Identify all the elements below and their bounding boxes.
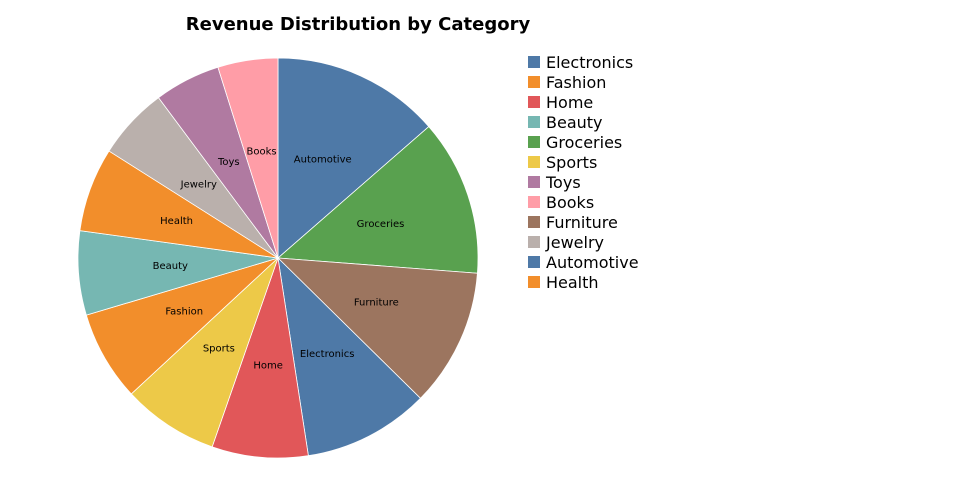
- legend-item-jewelry: Jewelry: [528, 232, 639, 252]
- slice-label-sports: Sports: [203, 343, 235, 354]
- pie-slice-furniture: [276, 257, 478, 399]
- legend-item-home: Home: [528, 92, 639, 112]
- legend-label: Jewelry: [546, 232, 604, 252]
- pie-slice-automotive: [277, 57, 430, 259]
- pie-slice-sports: [130, 257, 279, 448]
- legend-swatch: [528, 276, 540, 288]
- legend-item-electronics: Electronics: [528, 52, 639, 72]
- pie-slice-home: [211, 257, 309, 459]
- slice-label-health: Health: [160, 216, 193, 227]
- legend-swatch: [528, 56, 540, 68]
- legend-label: Health: [546, 272, 599, 292]
- legend-swatch: [528, 176, 540, 188]
- slice-label-fashion: Fashion: [165, 307, 203, 318]
- legend-swatch: [528, 116, 540, 128]
- legend-swatch: [528, 196, 540, 208]
- pie-slice-groceries: [277, 126, 479, 274]
- legend-label: Fashion: [546, 72, 607, 92]
- legend-item-furniture: Furniture: [528, 212, 639, 232]
- legend-swatch: [528, 156, 540, 168]
- legend-label: Sports: [546, 152, 598, 172]
- slice-label-jewelry: Jewelry: [180, 180, 217, 191]
- slice-label-groceries: Groceries: [357, 219, 405, 230]
- legend-label: Groceries: [546, 132, 623, 152]
- legend-swatch: [528, 216, 540, 228]
- legend-item-books: Books: [528, 192, 639, 212]
- slice-label-beauty: Beauty: [153, 261, 188, 272]
- legend-item-groceries: Groceries: [528, 132, 639, 152]
- legend-label: Electronics: [546, 52, 634, 72]
- slice-label-automotive: Automotive: [294, 155, 352, 166]
- slice-label-electronics: Electronics: [300, 349, 355, 360]
- slice-label-home: Home: [253, 361, 283, 372]
- pie-chart: Automotive Groceries Furniture Electronics H…: [77, 57, 479, 459]
- chart-title: Revenue Distribution by Category: [185, 14, 531, 35]
- legend-label: Home: [546, 92, 594, 112]
- legend-item-toys: Toys: [528, 172, 639, 192]
- legend: Electronics Fashion Home Beauty Groceries Spo…: [528, 52, 639, 292]
- legend-label: Books: [546, 192, 595, 212]
- legend-item-health: Health: [528, 272, 639, 292]
- legend-item-beauty: Beauty: [528, 112, 639, 132]
- legend-swatch: [528, 96, 540, 108]
- legend-swatch: [528, 256, 540, 268]
- legend-label: Toys: [546, 172, 581, 192]
- legend-label: Furniture: [546, 212, 618, 232]
- legend-swatch: [528, 236, 540, 248]
- slice-label-books: Books: [247, 146, 277, 157]
- legend-item-sports: Sports: [528, 152, 639, 172]
- pie-slice-labels: Automotive Groceries Furniture Electronics H…: [153, 146, 405, 371]
- legend-label: Automotive: [546, 252, 639, 272]
- legend-swatch: [528, 136, 540, 148]
- legend-item-automotive: Automotive: [528, 252, 639, 272]
- pie-slice-electronics: [277, 256, 422, 457]
- pie-slice-books: [217, 57, 279, 259]
- pie-slices: [77, 57, 479, 459]
- legend-swatch: [528, 76, 540, 88]
- slice-label-furniture: Furniture: [354, 298, 399, 309]
- slice-label-toys: Toys: [217, 157, 240, 168]
- legend-item-fashion: Fashion: [528, 72, 639, 92]
- legend-label: Beauty: [546, 112, 603, 132]
